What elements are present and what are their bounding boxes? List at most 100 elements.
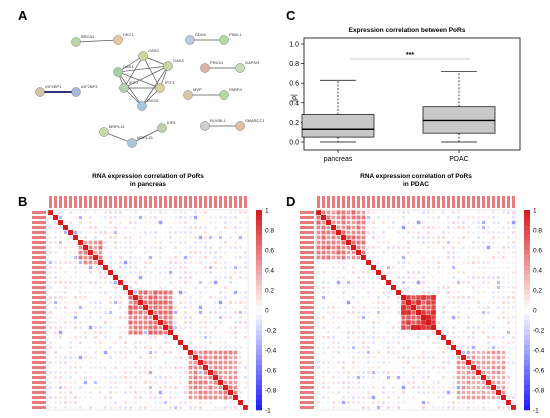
heatmap-cell	[199, 216, 202, 219]
heatmap-cell	[234, 211, 237, 214]
heatmap-cell	[133, 330, 138, 335]
heatmap-cell	[158, 330, 163, 335]
heatmap-cell	[507, 256, 510, 259]
heatmap-cell	[234, 246, 237, 249]
heatmap-cell	[372, 216, 375, 219]
heatmap-cell	[477, 216, 480, 219]
heatmap-cell	[149, 406, 152, 409]
colorbar-step	[524, 280, 530, 286]
heatmap-cell	[64, 261, 67, 264]
gene-col-label	[149, 196, 152, 208]
heatmap-cell	[452, 366, 455, 369]
heatmap-cell	[472, 336, 475, 339]
heatmap-cell	[362, 386, 365, 389]
heatmap-cell	[119, 316, 122, 319]
heatmap-cell	[199, 241, 202, 244]
heatmap-cell	[163, 315, 168, 320]
heatmap-cell	[442, 246, 445, 249]
heatmap-cell	[337, 331, 340, 334]
heatmap-cell	[357, 286, 360, 289]
heatmap-cell	[179, 396, 182, 399]
gene-row-label	[32, 236, 46, 239]
gene-col-label	[512, 196, 515, 208]
heatmap-cell	[497, 226, 500, 229]
heatmap-cell	[396, 375, 401, 380]
gene-row-label	[32, 226, 46, 229]
heatmap-cell	[109, 366, 112, 369]
heatmap-cell	[422, 251, 425, 254]
heatmap-cell	[169, 376, 172, 379]
heatmap-cell	[472, 211, 475, 214]
heatmap-cell	[491, 350, 496, 355]
heatmap-cell	[93, 240, 98, 245]
heatmap-cell	[512, 261, 515, 264]
heatmap-cell	[63, 225, 68, 230]
heatmap-cell	[179, 256, 182, 259]
heatmap-cell	[244, 321, 247, 324]
heatmap-cell	[332, 356, 335, 359]
heatmap-cell	[173, 310, 178, 315]
heatmap-cell	[218, 375, 223, 380]
heatmap-cell	[492, 406, 495, 409]
heatmap-cell	[59, 286, 62, 289]
heatmap-cell	[89, 386, 92, 389]
heatmap-cell	[397, 301, 400, 304]
heatmap-cell	[138, 305, 143, 310]
heatmap-cell	[144, 231, 147, 234]
heatmap-cell	[74, 406, 77, 409]
heatmap-cell	[472, 236, 475, 239]
heatmap-cell	[347, 291, 350, 294]
heatmap-pancreas-title-1: RNA expression correlation of PoRs	[92, 173, 204, 180]
heatmap-cell	[386, 265, 391, 270]
heatmap-cell	[109, 316, 112, 319]
colorbar-step	[256, 300, 262, 306]
heatmap-cell	[119, 286, 122, 289]
heatmap-cell	[326, 245, 331, 250]
heatmap-cell	[163, 320, 168, 325]
heatmap-cell	[472, 341, 475, 344]
heatmap-cell	[239, 286, 242, 289]
heatmap-cell	[432, 366, 435, 369]
heatmap-cell	[417, 211, 420, 214]
heatmap-cell	[422, 366, 425, 369]
heatmap-cell	[79, 351, 82, 354]
heatmap-cell	[427, 391, 430, 394]
heatmap-cell	[392, 311, 395, 314]
heatmap-cell	[194, 286, 197, 289]
heatmap-cell	[94, 406, 97, 409]
heatmap-cell	[372, 391, 375, 394]
heatmap-cell	[437, 216, 440, 219]
heatmap-cell	[49, 231, 52, 234]
heatmap-cell	[442, 286, 445, 289]
gene-row-label	[32, 271, 46, 274]
heatmap-cell	[452, 336, 455, 339]
heatmap-cell	[472, 276, 475, 279]
heatmap-cell	[401, 310, 406, 315]
colorbar-step	[256, 215, 262, 221]
heatmap-cell	[203, 380, 208, 385]
heatmap-cell	[407, 256, 410, 259]
heatmap-cell	[331, 215, 336, 220]
heatmap-cell	[109, 406, 112, 409]
heatmap-cell	[387, 326, 390, 329]
heatmap-cell	[512, 256, 515, 259]
heatmap-cell	[194, 271, 197, 274]
heatmap-cell	[184, 306, 187, 309]
colorbar-step	[524, 315, 530, 321]
heatmap-cell	[198, 375, 203, 380]
heatmap-cell	[512, 296, 515, 299]
heatmap-cell	[138, 330, 143, 335]
heatmap-cell	[497, 341, 500, 344]
heatmap-cell	[64, 286, 67, 289]
heatmap-cell	[189, 296, 192, 299]
heatmap-cell	[502, 236, 505, 239]
heatmap-cell	[457, 251, 460, 254]
heatmap-cell	[89, 291, 92, 294]
heatmap-cell	[367, 286, 370, 289]
heatmap-cell	[64, 251, 67, 254]
heatmap-cell	[477, 246, 480, 249]
heatmap-cell	[74, 366, 77, 369]
heatmap-cell	[133, 290, 138, 295]
heatmap-cell	[346, 245, 351, 250]
heatmap-cell	[457, 261, 460, 264]
